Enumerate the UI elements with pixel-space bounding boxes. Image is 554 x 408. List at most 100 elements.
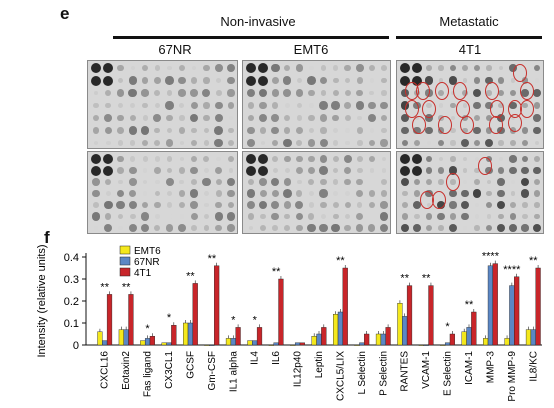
array-spot bbox=[521, 224, 529, 232]
group-rule-metastatic bbox=[396, 36, 542, 39]
x-tick-label: VCAM-1 bbox=[421, 351, 432, 389]
array-spot bbox=[448, 223, 458, 233]
array-spot bbox=[272, 167, 278, 174]
array-spot bbox=[332, 114, 340, 122]
array-spot bbox=[228, 168, 234, 173]
array-spot bbox=[247, 201, 255, 209]
array-spot bbox=[247, 102, 255, 109]
bar-67nr bbox=[144, 338, 151, 346]
bar-4t1 bbox=[149, 336, 155, 346]
array-spot bbox=[343, 155, 352, 163]
array-spot bbox=[228, 115, 234, 121]
array-spot bbox=[154, 90, 161, 96]
array-spot bbox=[167, 190, 173, 196]
array-spot bbox=[534, 179, 540, 185]
array-spot bbox=[226, 177, 236, 187]
array-spot bbox=[438, 78, 444, 83]
array-spot bbox=[320, 201, 327, 209]
array-spot bbox=[141, 212, 150, 221]
array-spot bbox=[400, 101, 410, 110]
array-spot bbox=[333, 140, 339, 146]
array-spot bbox=[369, 128, 375, 133]
array-spot bbox=[438, 225, 444, 231]
array-spot bbox=[450, 115, 456, 121]
array-spot bbox=[296, 224, 303, 232]
bar-67nr bbox=[444, 342, 451, 346]
array-spot bbox=[534, 140, 540, 146]
array-spot bbox=[246, 165, 256, 176]
highlight-circle bbox=[513, 64, 527, 82]
array-spot bbox=[332, 167, 339, 174]
array-spot bbox=[461, 212, 469, 221]
bar-67nr bbox=[487, 265, 494, 346]
array-spot bbox=[522, 213, 528, 220]
array-spot bbox=[332, 202, 339, 208]
x-tick-label: Fas ligand bbox=[143, 351, 154, 397]
array-spot bbox=[258, 154, 269, 164]
array-spot bbox=[105, 213, 112, 220]
array-spot bbox=[260, 225, 267, 231]
bar-4t1 bbox=[514, 276, 520, 346]
array-spot bbox=[167, 202, 173, 208]
bar-67nr bbox=[230, 338, 236, 346]
highlight-circle bbox=[520, 82, 534, 100]
array-spot bbox=[321, 214, 326, 219]
array-spot bbox=[448, 76, 458, 85]
array-spot bbox=[296, 179, 302, 185]
array-spot bbox=[154, 127, 161, 134]
array-spot bbox=[437, 167, 445, 174]
array-spot bbox=[369, 179, 375, 185]
bar-emt6 bbox=[204, 344, 210, 346]
array-spot bbox=[412, 154, 422, 164]
array-spot bbox=[155, 179, 160, 185]
array-spot bbox=[93, 140, 99, 146]
array-spot bbox=[103, 165, 114, 176]
array-spot bbox=[117, 114, 124, 122]
array-spot bbox=[462, 65, 468, 71]
array-spot bbox=[344, 77, 351, 84]
array-spot bbox=[154, 156, 160, 162]
array-spot bbox=[227, 76, 235, 85]
array-spot bbox=[130, 103, 136, 108]
array-spot bbox=[270, 63, 280, 73]
bar-67nr bbox=[316, 333, 322, 346]
bar-67nr bbox=[466, 327, 472, 346]
array-spot bbox=[247, 126, 255, 135]
array-spot bbox=[345, 213, 351, 220]
array-spot bbox=[166, 167, 173, 174]
array-spot bbox=[368, 201, 376, 209]
array-spot bbox=[246, 189, 256, 198]
array-spot bbox=[129, 166, 137, 175]
array-spot bbox=[141, 223, 150, 233]
array-spot bbox=[521, 77, 529, 84]
array-spot bbox=[485, 224, 493, 232]
array-spot bbox=[296, 102, 302, 109]
array-spot bbox=[203, 225, 210, 231]
array-spot bbox=[307, 166, 315, 175]
array-spot bbox=[140, 126, 150, 135]
array-spot bbox=[369, 90, 375, 96]
array-spot bbox=[509, 213, 517, 220]
array-spot bbox=[380, 101, 388, 110]
x-tick-label: IL1 alpha bbox=[228, 351, 239, 393]
array-spot bbox=[154, 102, 160, 109]
array-spot bbox=[449, 201, 457, 209]
significance-mark: ** bbox=[422, 273, 431, 285]
array-spot bbox=[179, 214, 185, 219]
highlight-circle bbox=[520, 100, 534, 118]
array-spot bbox=[104, 114, 113, 122]
array-blot-emt6-top bbox=[242, 60, 391, 149]
array-spot bbox=[532, 223, 542, 233]
bar-4t1 bbox=[342, 267, 348, 346]
array-spot bbox=[356, 224, 364, 232]
array-spot bbox=[474, 156, 480, 162]
array-spot bbox=[216, 78, 222, 83]
array-spot bbox=[438, 103, 444, 108]
array-spot bbox=[400, 88, 410, 98]
array-spot bbox=[485, 127, 493, 134]
array-spot bbox=[141, 139, 149, 147]
array-spot bbox=[309, 103, 314, 108]
array-spot bbox=[309, 191, 314, 196]
bar-4t1 bbox=[256, 327, 263, 346]
array-spot bbox=[509, 89, 517, 97]
